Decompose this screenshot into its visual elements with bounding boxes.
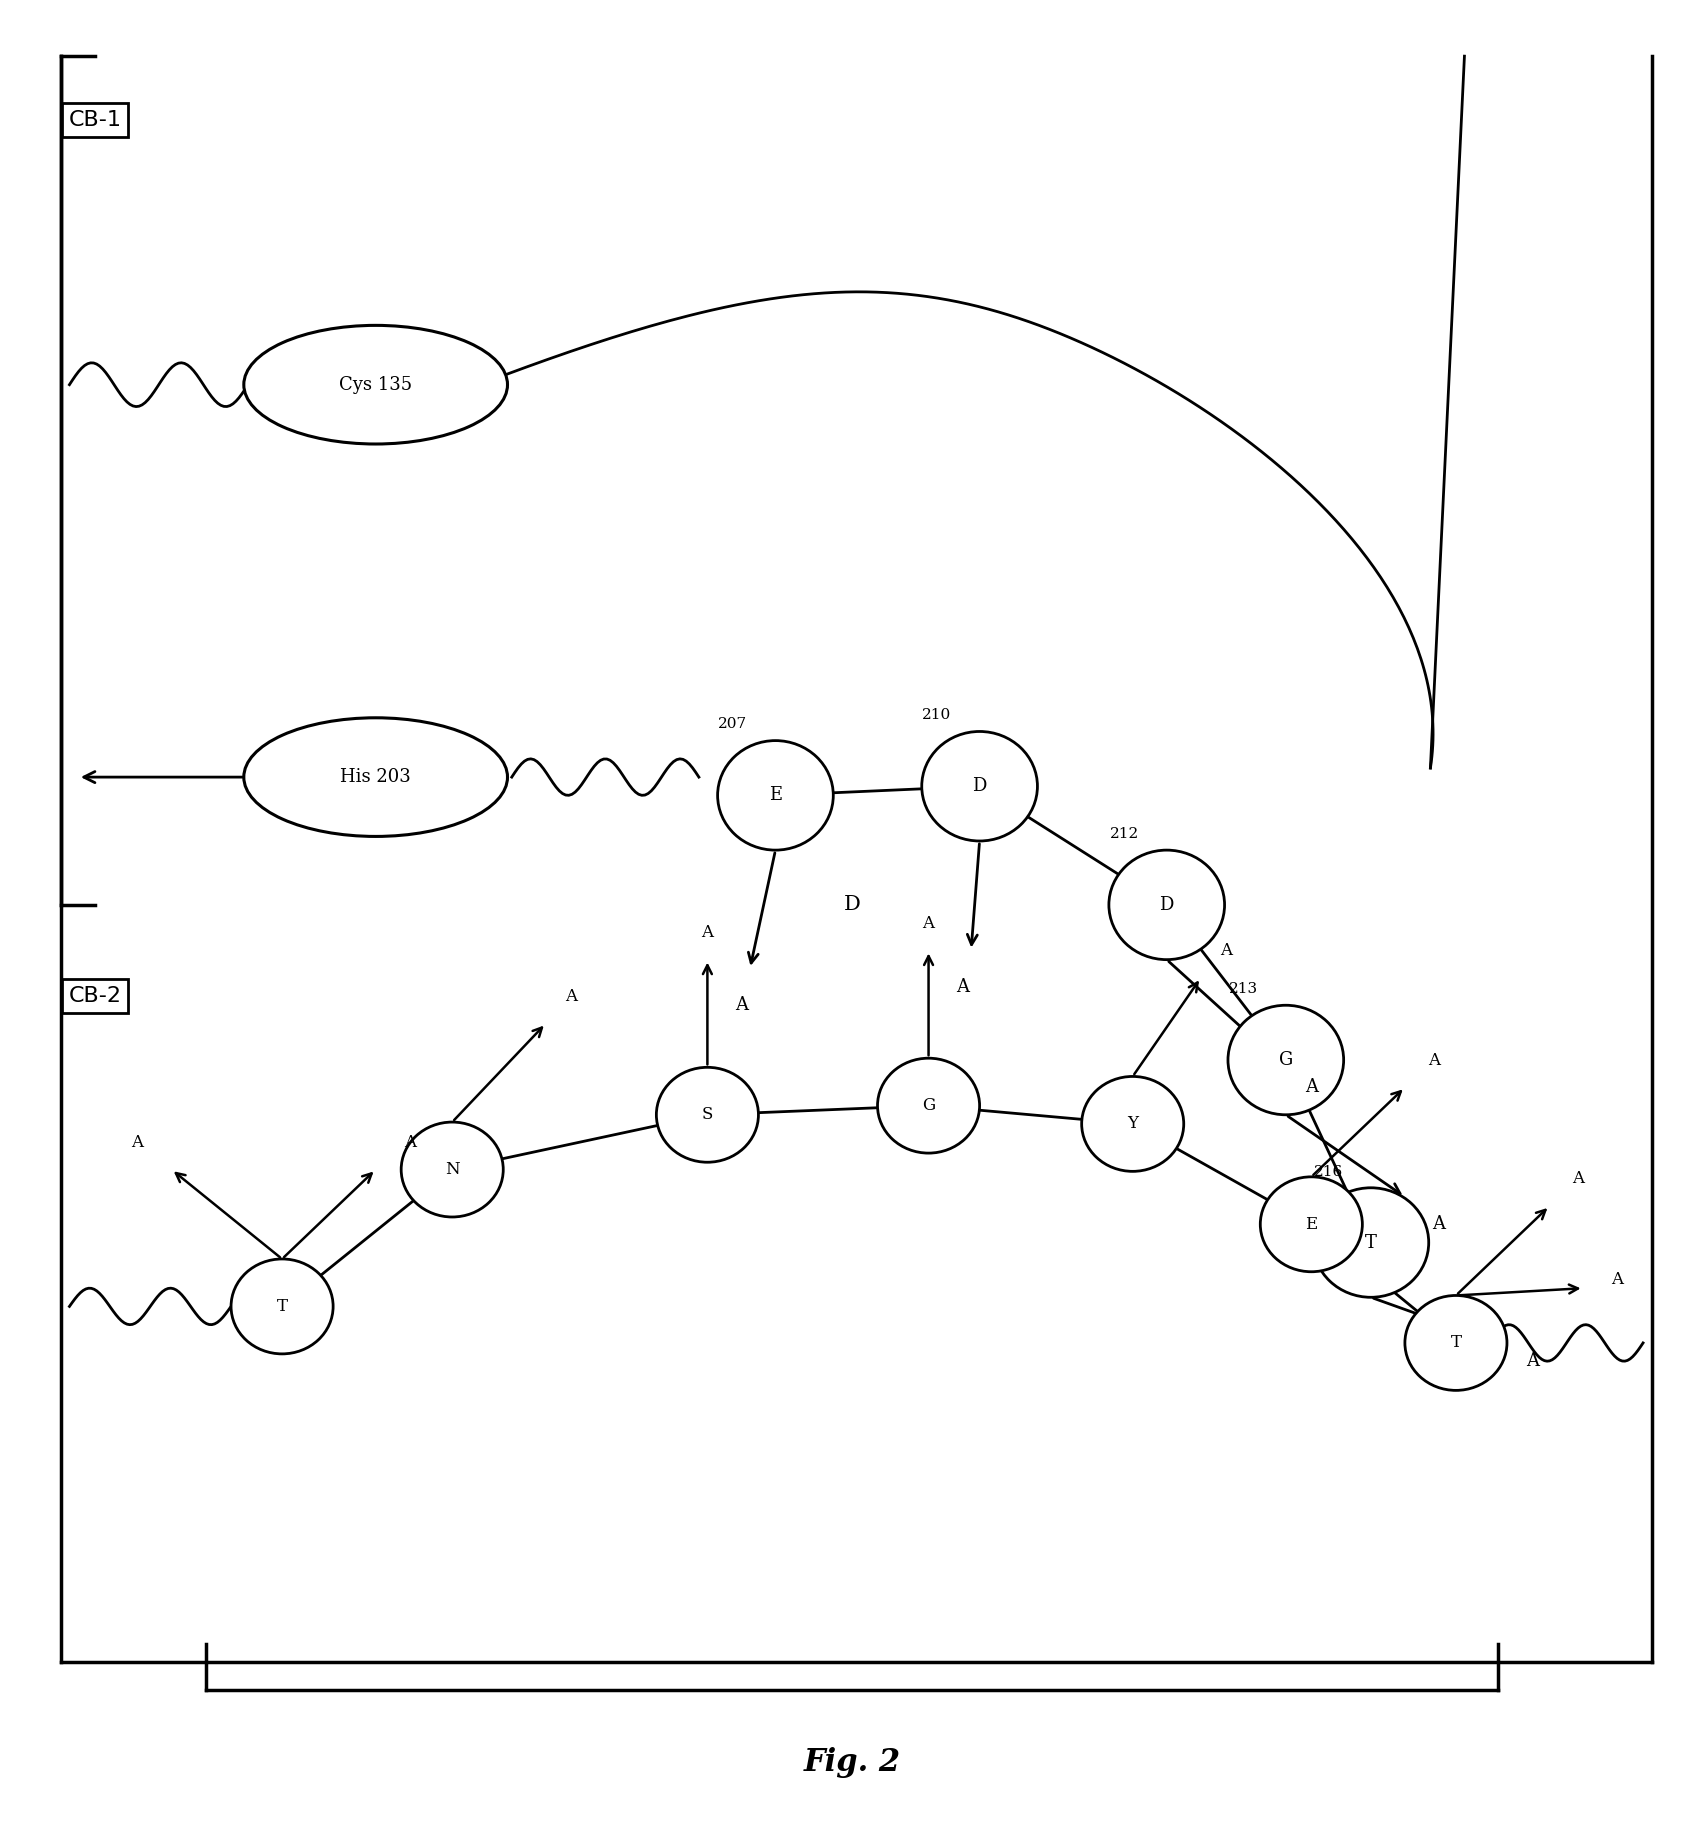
Ellipse shape [244, 325, 508, 444]
Text: A: A [702, 923, 714, 941]
Text: G: G [922, 1097, 935, 1113]
Text: A: A [734, 996, 748, 1015]
Text: G: G [1278, 1051, 1293, 1069]
Ellipse shape [1082, 1077, 1184, 1172]
Text: A: A [1220, 941, 1232, 960]
Text: 216: 216 [1314, 1164, 1343, 1179]
Text: T: T [276, 1298, 288, 1314]
Ellipse shape [717, 740, 833, 850]
Text: T: T [1365, 1234, 1377, 1252]
Text: N: N [445, 1161, 460, 1177]
Text: A: A [1305, 1079, 1317, 1097]
Text: CB-1: CB-1 [68, 110, 121, 130]
Ellipse shape [1314, 1188, 1428, 1298]
Text: 210: 210 [922, 709, 953, 722]
Text: CB-2: CB-2 [68, 985, 121, 1005]
Text: A: A [922, 914, 934, 932]
Text: D: D [973, 777, 987, 795]
Text: A: A [956, 978, 970, 996]
Text: Cys 135: Cys 135 [339, 377, 412, 393]
Ellipse shape [1261, 1177, 1363, 1272]
Text: A: A [566, 987, 578, 1005]
Text: His 203: His 203 [341, 768, 411, 786]
Ellipse shape [1404, 1296, 1506, 1391]
Ellipse shape [232, 1259, 332, 1355]
Text: S: S [702, 1106, 712, 1122]
Text: 213: 213 [1229, 982, 1258, 996]
Text: Fig. 2: Fig. 2 [804, 1748, 900, 1779]
Text: A: A [1433, 1216, 1445, 1234]
Ellipse shape [656, 1068, 758, 1163]
Text: Y: Y [1128, 1115, 1138, 1132]
Ellipse shape [878, 1058, 980, 1153]
Text: A: A [1428, 1051, 1440, 1069]
Ellipse shape [400, 1122, 503, 1217]
Text: D: D [843, 896, 861, 914]
Text: A: A [404, 1133, 416, 1150]
Text: 207: 207 [719, 717, 748, 731]
Ellipse shape [244, 718, 508, 837]
Text: A: A [1612, 1270, 1624, 1287]
Ellipse shape [1109, 850, 1225, 960]
Text: D: D [1159, 896, 1174, 914]
Ellipse shape [1229, 1005, 1344, 1115]
Text: E: E [1305, 1216, 1317, 1232]
Text: A: A [1527, 1353, 1539, 1371]
Text: T: T [1450, 1334, 1462, 1351]
Text: A: A [1573, 1170, 1585, 1186]
Text: E: E [769, 786, 782, 804]
Text: A: A [131, 1133, 143, 1150]
Ellipse shape [922, 731, 1038, 841]
Text: 212: 212 [1109, 826, 1138, 841]
